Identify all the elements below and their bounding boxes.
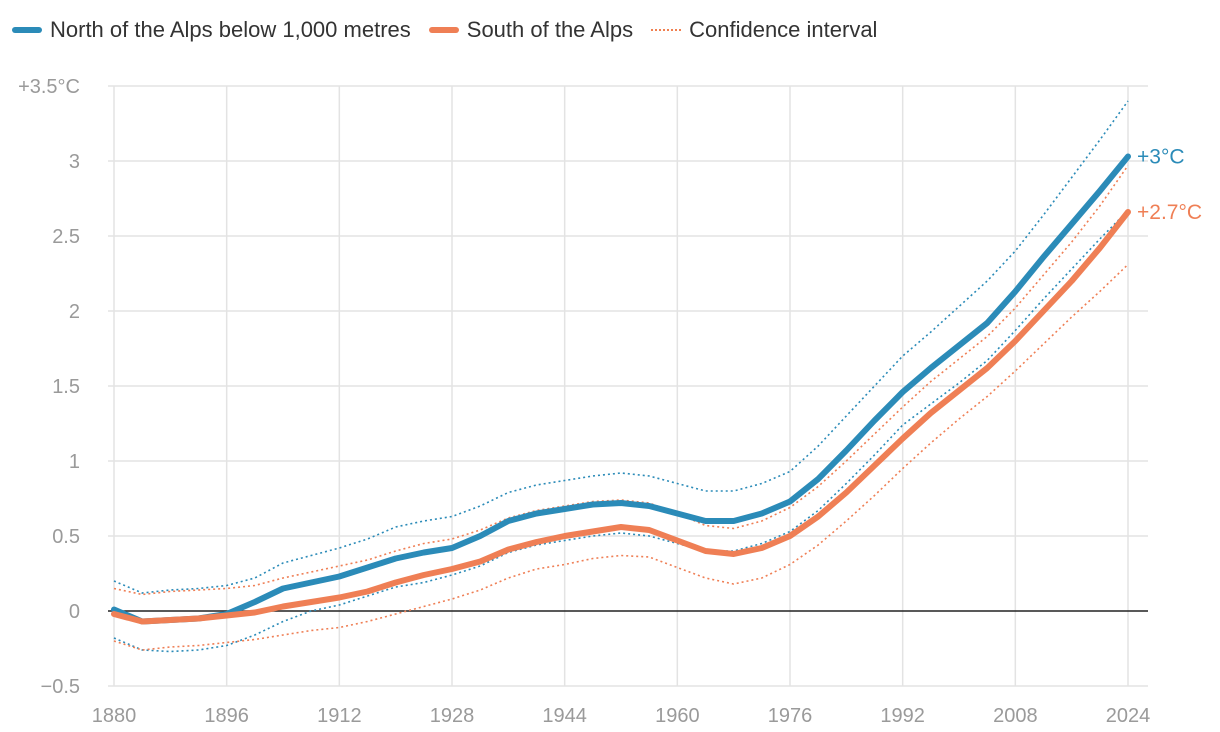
end-label-north: +3°C bbox=[1137, 146, 1185, 169]
y-tick-label: 2.5 bbox=[52, 226, 80, 248]
x-tick-label: 1992 bbox=[880, 705, 925, 727]
series-line-south bbox=[111, 209, 1131, 625]
x-axis-ticks: 1880 1896 1912 1928 1944 1960 1976 1992 2008 2024 bbox=[92, 705, 1151, 727]
y-tick-label: +3.5°C bbox=[18, 76, 80, 98]
legend-label-north: North of the Alps below 1,000 metres bbox=[50, 17, 411, 42]
legend-item-south: South of the Alps bbox=[428, 17, 634, 43]
x-tick-label: 1896 bbox=[204, 705, 249, 727]
series-lines bbox=[111, 100, 1131, 653]
ci-upper-line-north bbox=[113, 100, 1129, 594]
ci-lower-line-north bbox=[113, 209, 1129, 653]
ci-upper-line-south bbox=[113, 165, 1129, 596]
x-tick-label: 1944 bbox=[542, 705, 587, 727]
legend-item-ci: Confidence interval bbox=[651, 17, 877, 43]
end-labels: +3°C +2.7°C bbox=[1137, 146, 1202, 225]
legend: North of the Alps below 1,000 metres Sou… bbox=[12, 14, 877, 46]
y-tick-label: −0.5 bbox=[41, 676, 80, 698]
legend-swatch-south bbox=[428, 27, 459, 33]
y-tick-label: 3 bbox=[69, 151, 80, 173]
y-tick-label: 0 bbox=[69, 601, 80, 623]
y-axis-ticks: −0.5 0 0.5 1 1.5 2 2.5 3 +3.5°C bbox=[18, 76, 80, 698]
legend-label-ci: Confidence interval bbox=[689, 17, 878, 42]
x-tick-label: 1976 bbox=[768, 705, 813, 727]
y-tick-label: 0.5 bbox=[52, 526, 80, 548]
x-tick-label: 1880 bbox=[92, 705, 137, 727]
ci-lower-line-south bbox=[113, 263, 1129, 651]
y-tick-label: 2 bbox=[69, 301, 80, 323]
x-tick-label: 2024 bbox=[1106, 705, 1151, 727]
x-tick-label: 1912 bbox=[317, 705, 362, 727]
x-tick-label: 1928 bbox=[430, 705, 475, 727]
legend-swatch-north bbox=[12, 27, 42, 33]
x-tick-label: 2008 bbox=[993, 705, 1038, 727]
legend-label-south: South of the Alps bbox=[466, 17, 634, 42]
gridlines bbox=[108, 85, 1148, 687]
legend-item-north: North of the Alps below 1,000 metres bbox=[12, 17, 411, 43]
legend-swatch-ci bbox=[651, 29, 682, 31]
y-tick-label: 1.5 bbox=[52, 376, 80, 398]
y-tick-label: 1 bbox=[69, 451, 80, 473]
end-label-south: +2.7°C bbox=[1137, 201, 1202, 224]
series-line-north bbox=[111, 153, 1131, 625]
x-tick-label: 1960 bbox=[655, 705, 700, 727]
